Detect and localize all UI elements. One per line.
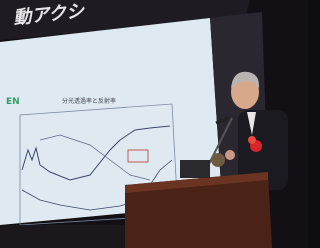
photo: 動アクシ EN 分光透過率と反射率 bbox=[0, 0, 308, 248]
plant bbox=[225, 150, 235, 160]
laptop bbox=[180, 160, 210, 178]
slide-logo: EN bbox=[6, 97, 20, 107]
foreground bbox=[0, 225, 125, 248]
slide-chart-title: 分光透過率と反射率 bbox=[62, 97, 116, 105]
plant bbox=[211, 153, 225, 167]
flower bbox=[248, 136, 256, 144]
